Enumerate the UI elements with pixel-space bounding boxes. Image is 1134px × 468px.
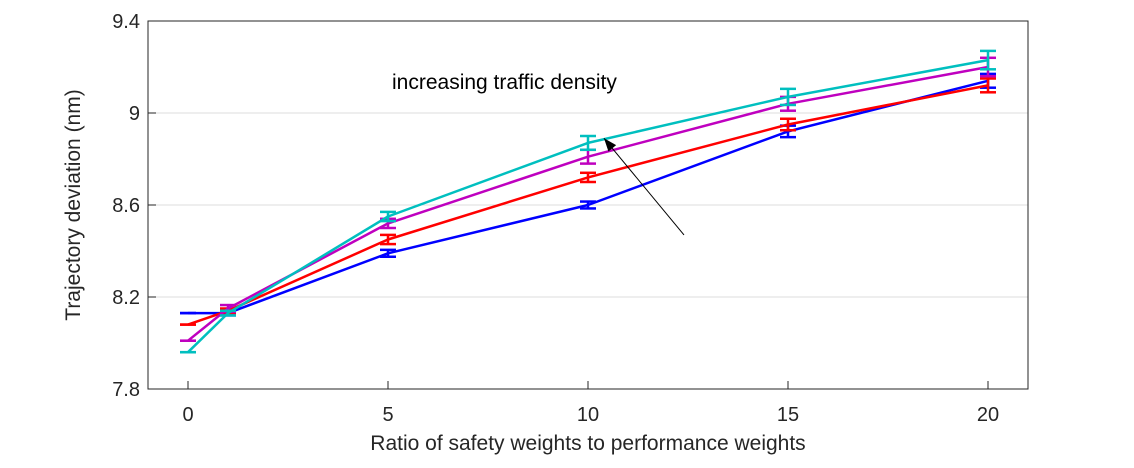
annotation-arrow-shaft: [603, 137, 685, 236]
x-tick-label: 20: [977, 404, 999, 426]
error-bar-red: [580, 171, 596, 184]
x-tick-label: 5: [382, 404, 393, 426]
error-bar-cyan: [780, 87, 796, 107]
annotation: increasing traffic density: [392, 71, 685, 236]
error-bar-red: [380, 233, 396, 246]
y-tick-label: 9: [129, 103, 140, 125]
x-axis-title: Ratio of safety weights to performance w…: [370, 432, 805, 455]
y-axis: 7.8 8.2 8.6 9 9.4: [112, 11, 156, 401]
x-tick-label: 15: [777, 404, 799, 426]
series-layer: [180, 49, 996, 354]
y-tick-label: 8.6: [112, 195, 140, 217]
series-line-cyan: [187, 58, 989, 354]
error-bar-red: [780, 117, 796, 132]
error-bar-cyan: [220, 309, 236, 317]
x-tick-label: 10: [577, 404, 599, 426]
error-bar-cyan: [580, 134, 596, 152]
x-axis: 0 5 10 15 20: [182, 381, 999, 426]
y-tick-label: 8.2: [112, 287, 140, 309]
y-axis-title: Trajectory deviation (nm): [62, 89, 85, 320]
annotation-arrow-head: [604, 138, 617, 152]
series-line-magenta: [187, 65, 989, 342]
y-tick-label: 9.4: [112, 11, 140, 33]
error-bar-cyan: [980, 49, 996, 71]
y-tick-label: 7.8: [112, 379, 140, 401]
error-bar-blue: [580, 200, 596, 210]
error-bar-cyan: [380, 210, 396, 223]
error-bar-blue: [380, 248, 396, 258]
series-cyan: [180, 49, 996, 354]
annotation-text: increasing traffic density: [392, 71, 617, 94]
error-bar-red: [980, 77, 996, 94]
x-tick-label: 0: [182, 404, 193, 426]
